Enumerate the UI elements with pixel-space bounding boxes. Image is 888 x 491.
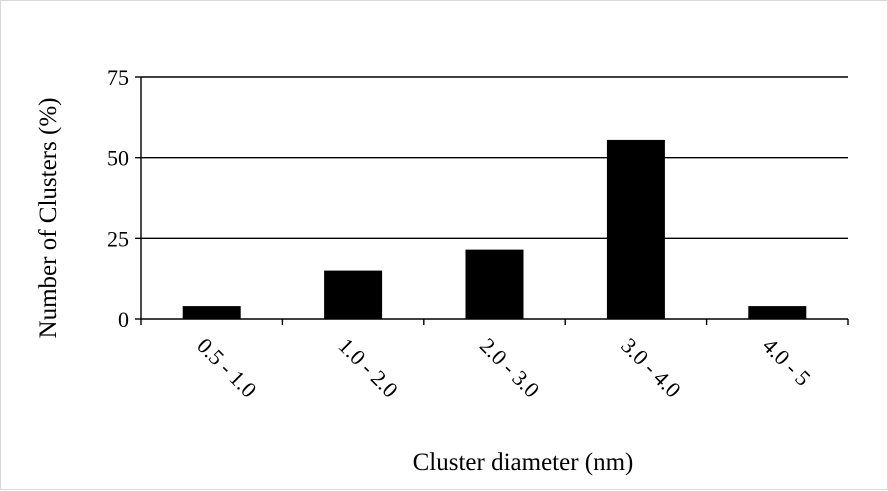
- y-tick-label: 50: [107, 146, 129, 171]
- bars: [182, 139, 807, 319]
- x-category-label: 2.0 - 3.0: [475, 333, 545, 403]
- bar: [606, 139, 665, 319]
- y-tick-label: 75: [107, 65, 129, 90]
- bar: [324, 270, 383, 319]
- y-tick-labels: 0 25 50 75: [107, 65, 129, 332]
- bar: [182, 306, 241, 319]
- y-tick-label: 0: [118, 307, 129, 332]
- y-tick-label: 25: [107, 226, 129, 251]
- bar: [748, 306, 807, 319]
- axes: [135, 76, 849, 325]
- x-axis-label: Cluster diameter (nm): [413, 449, 634, 476]
- x-category-label: 1.0 - 2.0: [334, 333, 404, 403]
- x-category-label: 0.5 - 1.0: [192, 333, 262, 403]
- x-category-label: 3.0 - 4.0: [616, 333, 686, 403]
- x-category-label: 4.0 - 5: [758, 333, 816, 391]
- gridlines: [141, 76, 848, 240]
- x-tick-labels: 0.5 - 1.0 1.0 - 2.0 2.0 - 3.0 3.0 - 4.0 4.0 …: [192, 333, 815, 403]
- y-axis-label: Number of Clusters (%): [35, 98, 62, 339]
- bar: [465, 249, 524, 319]
